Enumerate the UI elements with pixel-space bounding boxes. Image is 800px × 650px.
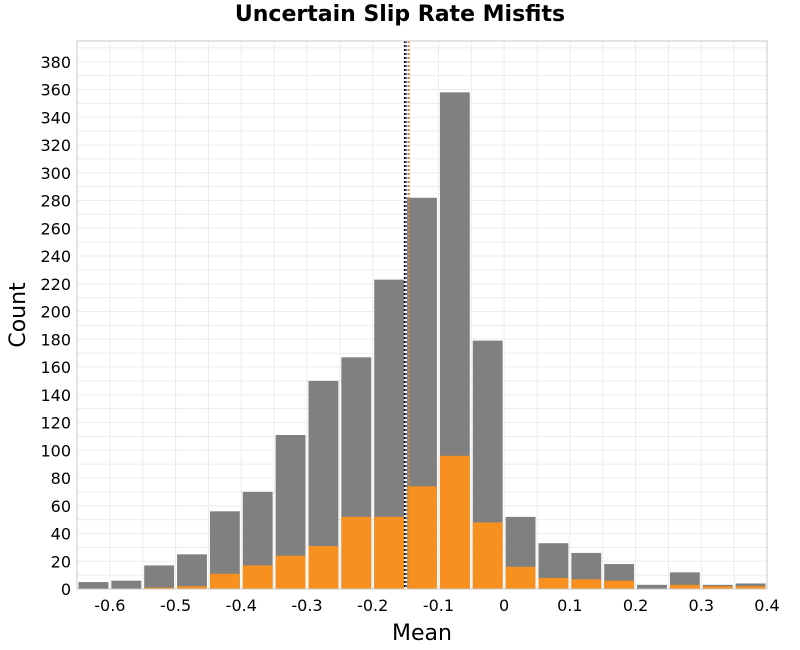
x-tick-label: 0.4 [754,596,779,615]
x-tick-label: 0 [499,596,509,615]
bar-series-1 [702,586,733,589]
y-tick-label: 200 [40,303,71,322]
bar-series-1 [177,586,207,589]
y-tick-label: 0 [61,580,71,599]
bar-series-0 [144,565,175,589]
x-tick-label: -0.1 [423,596,454,615]
x-tick-label: -0.4 [226,596,257,615]
x-tick-label: -0.3 [291,596,322,615]
y-tick-label: 140 [40,386,71,405]
y-tick-label: 300 [40,164,71,183]
y-tick-label: 340 [40,108,71,127]
y-tick-label: 60 [51,497,71,516]
y-tick-label: 100 [40,441,71,460]
x-tick-label: -0.2 [357,596,388,615]
reference-lines-layer [403,41,410,589]
y-tick-label: 220 [40,275,71,294]
bar-series-0 [111,580,142,589]
y-tick-label: 360 [40,81,71,100]
x-tick-label: 0.2 [623,596,648,615]
x-tick-label: -0.5 [160,596,191,615]
x-tick-label: 0.3 [689,596,714,615]
y-tick-label: 260 [40,219,71,238]
chart-title: Uncertain Slip Rate Misfits [234,2,566,27]
bar-series-1 [242,565,273,589]
x-tick-label: 0.1 [557,596,582,615]
bar-series-1 [341,516,372,589]
bar-series-1 [669,584,700,589]
y-tick-label: 180 [40,330,71,349]
bar-series-0 [78,582,109,589]
bar-series-1 [374,516,405,589]
plot-frame [76,40,768,590]
bar-series-1 [571,579,602,589]
x-axis-title: Mean [392,621,452,646]
bars-layer [78,92,766,590]
bar-series-1 [275,555,306,589]
bar-series-0 [177,554,207,589]
x-tick-label: -0.6 [94,596,125,615]
bar-series-1 [472,522,503,589]
bar-series-1 [407,486,437,589]
y-tick-label: 240 [40,247,71,266]
y-tick-label: 40 [51,525,71,544]
y-tick-label: 160 [40,358,71,377]
y-tick-label: 120 [40,414,71,433]
y-axis-title: Count [6,282,31,348]
x-tick-labels: -0.6 -0.5 -0.4 -0.3 -0.2 -0.1 0 0.1 0.2 0.3 0.4 [94,596,779,615]
bar-series-1 [505,566,536,589]
bar-series-1 [439,455,470,589]
y-tick-label: 20 [51,552,71,571]
y-tick-label: 320 [40,136,71,155]
bar-series-1 [144,587,175,589]
bar-series-1 [308,545,339,589]
bar-series-1 [604,580,635,589]
y-tick-label: 280 [40,192,71,211]
y-tick-label: 380 [40,53,71,72]
bar-series-1 [538,577,569,589]
y-tick-label: 80 [51,469,71,488]
bar-series-1 [735,586,766,589]
bar-series-1 [209,573,240,589]
bar-series-0 [637,584,667,589]
y-tick-labels: 0 20 40 60 80 100 120 140 160 180 200 220 240 260 280 3… [40,53,71,599]
